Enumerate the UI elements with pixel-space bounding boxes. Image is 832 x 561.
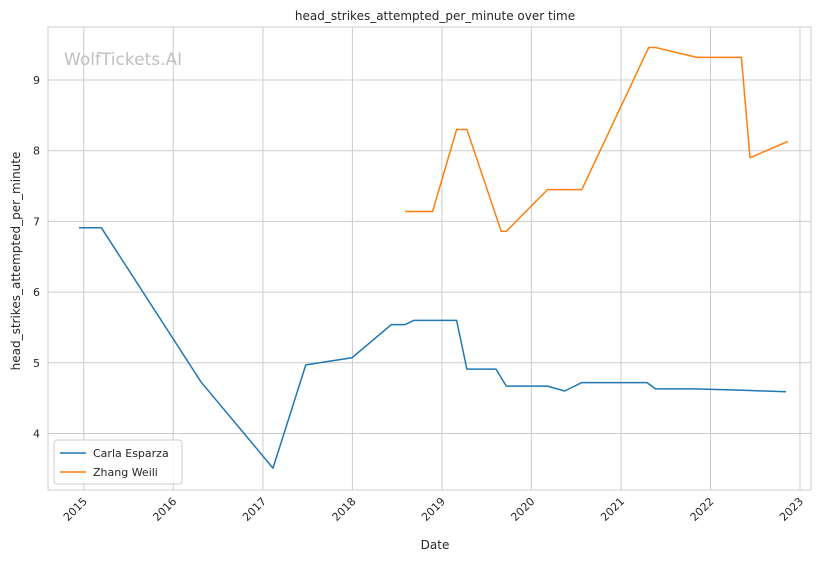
plot-area — [47, 26, 812, 491]
x-tick-label-2022: 2022 — [688, 495, 717, 524]
x-tick-label-2016: 2016 — [150, 495, 179, 524]
series-layer — [78, 46, 788, 469]
x-tick-label-2019: 2019 — [419, 495, 448, 524]
x-tick-label-2020: 2020 — [508, 495, 537, 524]
legend-label-carla-esparza: Carla Esparza — [93, 447, 169, 460]
y-tick-label-4: 4 — [33, 427, 40, 440]
chart-title: head_strikes_attempted_per_minute over t… — [295, 9, 575, 23]
x-axis-ticks: 2015 2016 2017 2018 2019 2020 2021 2022 2023 — [61, 495, 806, 524]
y-tick-label-9: 9 — [33, 74, 40, 87]
y-tick-label-8: 8 — [33, 145, 40, 158]
series-line-carla-esparza — [78, 227, 787, 469]
y-tick-label-5: 5 — [33, 357, 40, 370]
x-tick-label-2021: 2021 — [598, 495, 627, 524]
legend: Carla Esparza Zhang Weili — [53, 439, 183, 485]
y-tick-label-7: 7 — [33, 215, 40, 228]
x-tick-label-2017: 2017 — [240, 495, 269, 524]
x-axis-label: Date — [421, 538, 450, 552]
watermark: WolfTickets.AI — [64, 50, 182, 70]
x-tick-label-2018: 2018 — [330, 495, 359, 524]
x-tick-label-2023: 2023 — [777, 495, 806, 524]
series-line-zhang-weili — [405, 46, 788, 233]
legend-label-zhang-weili: Zhang Weili — [93, 466, 158, 479]
legend-box — [53, 439, 183, 485]
y-axis-label: head_strikes_attempted_per_minute — [9, 152, 23, 371]
grid — [48, 27, 811, 490]
x-tick-label-2015: 2015 — [61, 495, 90, 524]
y-tick-label-6: 6 — [33, 286, 40, 299]
y-axis-ticks: 4 5 6 7 8 9 — [33, 74, 40, 440]
